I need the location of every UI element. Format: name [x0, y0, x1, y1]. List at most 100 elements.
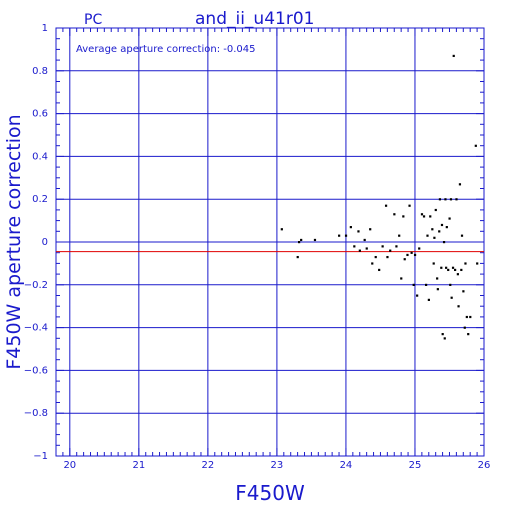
data-point — [463, 326, 466, 329]
data-point — [280, 228, 283, 231]
x-tick-label: 22 — [202, 460, 215, 471]
data-point — [454, 268, 457, 272]
data-point — [406, 253, 409, 257]
data-points — [280, 54, 479, 340]
data-point — [378, 268, 381, 272]
data-point — [389, 249, 392, 252]
data-point — [448, 217, 451, 220]
data-point — [418, 247, 421, 250]
data-point — [386, 255, 389, 259]
y-tick-label: −0.8 — [24, 408, 48, 419]
data-point — [433, 236, 436, 239]
y-tick-label: −1 — [33, 451, 48, 462]
data-point — [400, 277, 403, 280]
data-point — [393, 213, 396, 216]
data-point — [467, 333, 470, 336]
data-point — [349, 226, 352, 229]
data-point — [436, 277, 439, 280]
data-point — [395, 245, 398, 248]
data-point — [297, 241, 301, 244]
data-point — [358, 249, 361, 252]
y-tick-label: 0 — [42, 237, 48, 248]
data-point — [416, 294, 419, 297]
y-tick-label: 0.8 — [32, 66, 48, 77]
data-point — [425, 283, 428, 286]
data-point — [440, 266, 443, 269]
y-tick-label: 1 — [42, 23, 48, 34]
data-point — [427, 298, 430, 301]
data-point — [413, 253, 417, 257]
data-point — [426, 234, 429, 237]
data-point — [458, 183, 462, 186]
data-point — [441, 333, 444, 336]
data-point — [436, 288, 439, 291]
data-point — [445, 266, 448, 269]
y-tick-label: −0.6 — [24, 365, 48, 376]
data-point — [438, 230, 441, 233]
data-point — [456, 273, 459, 276]
average-annotation: Average aperture correction: -0.045 — [76, 44, 256, 55]
data-point — [353, 245, 356, 248]
data-point — [474, 144, 477, 147]
data-point — [451, 266, 455, 269]
data-point — [410, 251, 413, 254]
data-point — [442, 241, 446, 244]
data-point — [447, 268, 450, 272]
data-point — [444, 198, 447, 201]
data-point — [300, 238, 303, 242]
y-tick-label: 0.2 — [32, 194, 48, 205]
data-point — [469, 315, 472, 319]
y-tick-label: −0.4 — [24, 323, 48, 334]
data-point — [402, 215, 405, 218]
data-point — [457, 305, 460, 308]
y-tick-label: 0.6 — [32, 109, 48, 120]
data-point — [420, 213, 424, 216]
data-point — [432, 262, 435, 265]
y-tick-label: −0.2 — [24, 280, 48, 291]
data-point — [412, 283, 415, 286]
data-point — [460, 234, 464, 237]
data-point — [398, 234, 401, 237]
data-point — [344, 234, 348, 237]
data-point — [363, 238, 366, 242]
data-point — [431, 228, 434, 231]
data-point — [408, 204, 411, 207]
data-point — [365, 247, 368, 250]
data-point — [462, 290, 465, 293]
data-point — [465, 315, 468, 319]
data-point — [434, 208, 437, 212]
data-point — [449, 198, 453, 201]
y-tick-label: 0.4 — [32, 151, 48, 162]
data-point — [455, 198, 458, 201]
data-point — [403, 258, 406, 261]
data-point — [443, 337, 446, 340]
data-point — [440, 223, 444, 227]
data-point — [460, 268, 463, 272]
data-point — [476, 262, 479, 265]
data-point — [429, 215, 432, 218]
x-tick-label: 24 — [340, 460, 353, 471]
x-tick-label: 23 — [271, 460, 284, 471]
data-point — [374, 255, 377, 259]
axes — [55, 27, 485, 457]
tick-labels: 20 21 22 23 24 25 26 −1 −0.8 −0.6 −0.4 −0.2 0 0.2 0.4 0… — [24, 23, 491, 471]
x-tick-label: 25 — [409, 460, 422, 471]
x-axis-label: F450W — [235, 481, 305, 505]
x-tick-label: 21 — [132, 460, 145, 471]
data-point — [449, 283, 452, 286]
data-point — [422, 215, 426, 218]
data-point — [357, 230, 360, 233]
data-point — [296, 255, 299, 259]
data-point — [384, 204, 388, 207]
data-point — [438, 198, 442, 201]
y-axis-label: F450W aperture correction — [3, 114, 25, 369]
data-point — [452, 54, 455, 58]
camera-label: PC — [84, 12, 102, 28]
x-tick-label: 26 — [478, 460, 491, 471]
data-point — [371, 262, 374, 265]
data-point — [445, 226, 448, 229]
data-point — [369, 228, 372, 231]
data-point — [464, 262, 467, 265]
